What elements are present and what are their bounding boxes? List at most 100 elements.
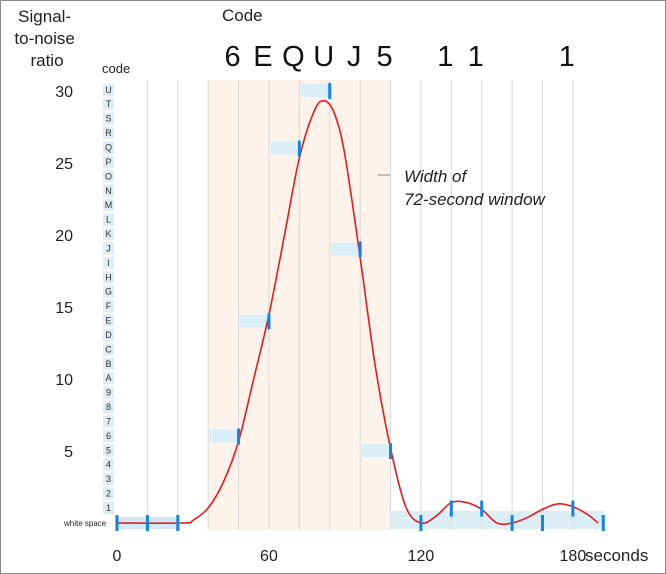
decoded-char: 1 (437, 41, 453, 73)
code-level-label: C (105, 344, 112, 354)
code-level-label: H (105, 272, 112, 282)
sample-tick (115, 515, 119, 531)
x-tick-label: 120 (408, 548, 435, 565)
code-level-box (103, 271, 114, 284)
x-tick-label: 180 (560, 548, 587, 565)
sample-ticks (115, 83, 605, 531)
code-level-box (103, 502, 114, 514)
code-level-box (103, 127, 114, 140)
code-level-label: G (105, 287, 112, 297)
decoded-char: 5 (376, 41, 392, 73)
y-tick-label: 20 (55, 228, 73, 245)
code-level-label: D (105, 330, 112, 340)
sample-tick (145, 515, 149, 531)
y-axis-label: Signal- to-noise ratio (14, 7, 79, 70)
code-level-box (103, 242, 114, 255)
white-space-label: white space (63, 519, 107, 528)
x-axis-label: seconds (585, 546, 648, 565)
code-level-label: I (107, 258, 110, 268)
x-tick-labels: 0 60 120 180 (113, 548, 587, 565)
code-level-box (103, 415, 114, 428)
sample-level-box (331, 242, 361, 256)
code-level-box (103, 228, 114, 241)
sample-tick (358, 241, 362, 258)
code-level-box (103, 328, 114, 341)
code-level-box (103, 170, 114, 183)
y-tick-label: 15 (55, 300, 73, 317)
sample-tick (267, 313, 271, 330)
sample-tick (480, 500, 484, 517)
y-axis-label-line-2: to-noise (14, 29, 74, 48)
code-level-box (103, 213, 114, 226)
code-header: Code (222, 6, 263, 25)
code-level-label: 3 (106, 474, 111, 484)
code-level-box (103, 487, 114, 500)
code-level-label: 4 (106, 460, 111, 470)
code-level-box (103, 473, 114, 486)
code-level-box (103, 112, 114, 125)
window-annotation: Width of 72-second window (404, 167, 547, 209)
code-level-box (103, 357, 114, 370)
code-level-box (103, 199, 114, 212)
code-level-label: 9 (106, 388, 111, 398)
code-level-label: J (106, 243, 111, 253)
code-level-label: A (105, 373, 111, 383)
code-level-box (103, 83, 114, 96)
sample-tick (297, 140, 301, 157)
decoded-char: 1 (468, 41, 484, 73)
sample-level-box (239, 314, 269, 328)
code-level-box (103, 314, 114, 327)
code-level-box (103, 300, 114, 313)
code-level-label: 2 (106, 489, 111, 499)
sample-tick (237, 428, 241, 445)
sample-tick (571, 500, 575, 517)
code-level-box (103, 401, 114, 414)
code-level-label: N (105, 186, 112, 196)
sample-tick (540, 515, 544, 531)
decoded-char: U (313, 41, 334, 73)
code-level-label: U (105, 85, 112, 95)
code-level-box (103, 444, 114, 457)
sample-boxes (209, 84, 391, 457)
code-level-label: 5 (106, 445, 111, 455)
y-tick-label: 25 (55, 156, 73, 173)
code-level-box (103, 372, 114, 385)
code-level-box (103, 343, 114, 356)
code-level-label: O (105, 171, 112, 181)
code-level-box (103, 458, 114, 471)
sample-tick (449, 500, 453, 517)
baseline-segment-end (390, 511, 604, 529)
decoded-char: 6 (224, 41, 240, 73)
window-annotation-line-2: 72-second window (404, 190, 547, 209)
sample-tick (419, 515, 423, 531)
code-level-label: Q (105, 143, 112, 153)
code-level-box (103, 141, 114, 154)
decoded-char: Q (282, 41, 305, 73)
code-level-label: B (105, 359, 111, 369)
y-axis-label-line-1: Signal- (18, 7, 71, 26)
code-level-box (103, 285, 114, 298)
code-column-label: code (102, 61, 130, 76)
window-annotation-line-1: Width of (404, 167, 468, 186)
sample-level-box (209, 429, 239, 443)
code-level-label: E (105, 316, 111, 326)
sample-level-box (270, 141, 300, 155)
code-level-label: S (105, 114, 111, 124)
decoded-char: 1 (559, 41, 575, 73)
x-tick-label: 0 (113, 548, 122, 565)
code-level-box (103, 386, 114, 399)
sample-tick (176, 515, 180, 531)
y-tick-labels: 5 10 15 20 25 30 (55, 84, 73, 461)
code-level-box (103, 184, 114, 197)
y-axis-label-line-3: ratio (30, 51, 63, 70)
code-level-box (103, 155, 114, 168)
sample-tick (510, 515, 514, 531)
y-tick-label: 5 (64, 444, 73, 461)
code-level-label: R (105, 128, 112, 138)
code-level-label: 1 (106, 503, 111, 513)
code-level-label: L (106, 215, 111, 225)
code-level-label: 8 (106, 402, 111, 412)
sample-level-box (300, 84, 330, 97)
